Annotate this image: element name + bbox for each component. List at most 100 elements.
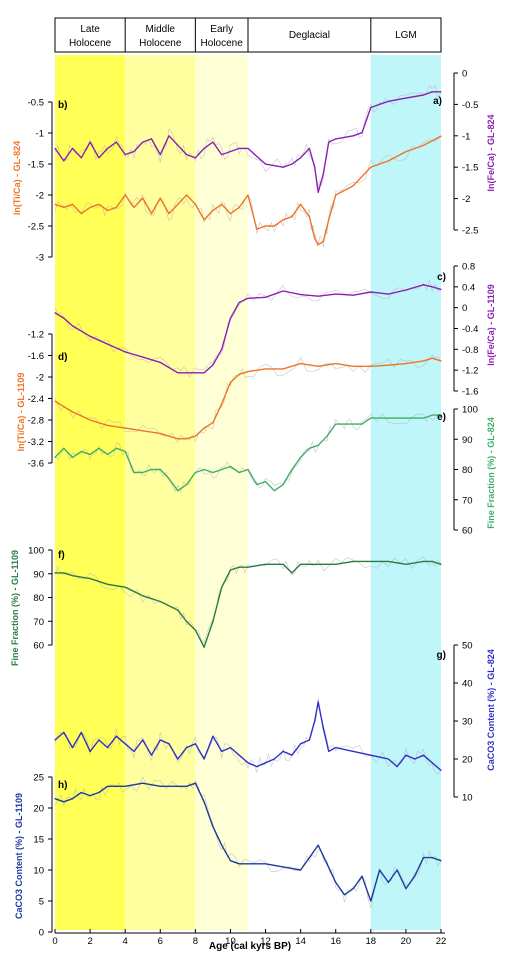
data-point xyxy=(115,735,117,737)
data-point xyxy=(194,629,196,631)
data-point xyxy=(317,563,319,565)
data-point xyxy=(440,860,442,862)
data-point xyxy=(422,360,425,362)
data-point xyxy=(115,206,117,208)
data-point xyxy=(431,857,433,859)
y-tick-label: 90 xyxy=(462,435,473,446)
y-axis-label: ln(Fe/Ca) - GL-824 xyxy=(486,114,496,191)
data-point xyxy=(264,368,267,370)
data-point xyxy=(194,743,196,745)
data-point xyxy=(282,484,284,486)
data-point xyxy=(63,317,65,319)
data-point xyxy=(54,203,56,205)
data-point xyxy=(63,447,65,449)
data-point xyxy=(291,216,293,218)
data-point xyxy=(335,194,337,196)
data-point xyxy=(405,417,407,419)
data-point xyxy=(107,453,109,455)
data-point xyxy=(212,620,214,623)
data-point xyxy=(264,762,267,764)
data-point xyxy=(71,325,74,327)
y-tick-label: -1.2 xyxy=(462,366,478,377)
data-point xyxy=(361,875,363,877)
data-point xyxy=(282,219,284,221)
data-point xyxy=(115,447,117,449)
data-point xyxy=(186,372,188,374)
data-point xyxy=(308,563,310,565)
data-point xyxy=(142,595,144,597)
data-point xyxy=(300,563,302,565)
data-point xyxy=(124,743,126,745)
data-point xyxy=(300,157,302,159)
data-point xyxy=(440,91,442,93)
data-point xyxy=(159,785,161,787)
data-point xyxy=(317,701,319,703)
data-point xyxy=(335,138,337,140)
period-label: Holocene xyxy=(201,38,244,49)
data-point xyxy=(247,863,249,865)
data-point xyxy=(221,586,223,588)
data-point xyxy=(317,365,319,367)
data-point xyxy=(159,739,161,741)
data-point xyxy=(282,290,284,292)
data-point xyxy=(314,166,316,168)
proxy-record-panels: 0 -0.5 -1 -1.5 -2 -2.5 a) ln(Fe/Ca) - GL-824 -0.… xyxy=(10,69,496,939)
data-point xyxy=(361,132,363,134)
data-point xyxy=(264,863,267,865)
y-axis-label: ln(Fe/Ca) - GL-1109 xyxy=(486,284,496,366)
x-tick-label: 0 xyxy=(52,936,57,947)
data-point xyxy=(308,739,310,741)
data-point xyxy=(98,447,100,449)
data-point xyxy=(212,364,214,366)
data-point xyxy=(317,295,319,297)
data-point xyxy=(414,875,416,877)
data-point xyxy=(370,560,372,563)
data-point xyxy=(291,754,293,756)
period-label: Middle xyxy=(146,24,176,35)
data-point xyxy=(194,435,196,437)
panel-g: 50 40 30 20 10 g) CaCO3 Content (%) - GL-824 xyxy=(54,641,496,804)
data-point xyxy=(229,150,232,153)
y-tick-label: -1 xyxy=(36,129,44,140)
data-point xyxy=(177,203,179,205)
data-point xyxy=(186,747,188,749)
period-band-4 xyxy=(370,55,441,930)
data-point xyxy=(98,791,100,794)
data-point xyxy=(335,881,337,884)
data-point xyxy=(54,798,56,800)
data-point xyxy=(314,237,316,239)
data-point xyxy=(300,363,302,365)
panel-tag: c) xyxy=(437,272,446,283)
y-tick-label: 70 xyxy=(33,617,44,628)
x-tick-label: 6 xyxy=(158,936,163,947)
data-point xyxy=(229,213,232,215)
climate-period-bands xyxy=(55,55,441,930)
data-point xyxy=(308,147,310,149)
data-point xyxy=(168,743,170,745)
panel-e: 100 90 80 70 60 e) Fine Fraction (%) - GL-824 xyxy=(54,405,496,537)
data-point xyxy=(203,758,205,760)
y-tick-label: -2 xyxy=(36,191,44,202)
x-tick-label: 12 xyxy=(260,936,271,947)
data-point xyxy=(326,863,328,865)
y-tick-label: 0.4 xyxy=(462,282,475,293)
data-point xyxy=(300,743,302,745)
data-point xyxy=(89,141,91,143)
data-point xyxy=(370,417,372,419)
y-axis-label: Fine Fraction (%) - GL-824 xyxy=(486,417,496,529)
data-point xyxy=(322,172,324,175)
data-point xyxy=(71,147,74,149)
data-point xyxy=(405,754,407,756)
data-point xyxy=(431,91,433,93)
data-point xyxy=(238,566,240,568)
data-point xyxy=(328,219,330,221)
data-point xyxy=(405,363,407,365)
data-point xyxy=(124,785,126,787)
y-tick-label: -1.6 xyxy=(462,387,478,398)
data-point xyxy=(229,317,232,319)
period-label: Early xyxy=(210,24,233,35)
data-point xyxy=(335,563,337,565)
y-tick-label: -2.8 xyxy=(28,416,44,427)
data-point xyxy=(177,144,179,146)
panel-tag: f) xyxy=(58,550,65,561)
